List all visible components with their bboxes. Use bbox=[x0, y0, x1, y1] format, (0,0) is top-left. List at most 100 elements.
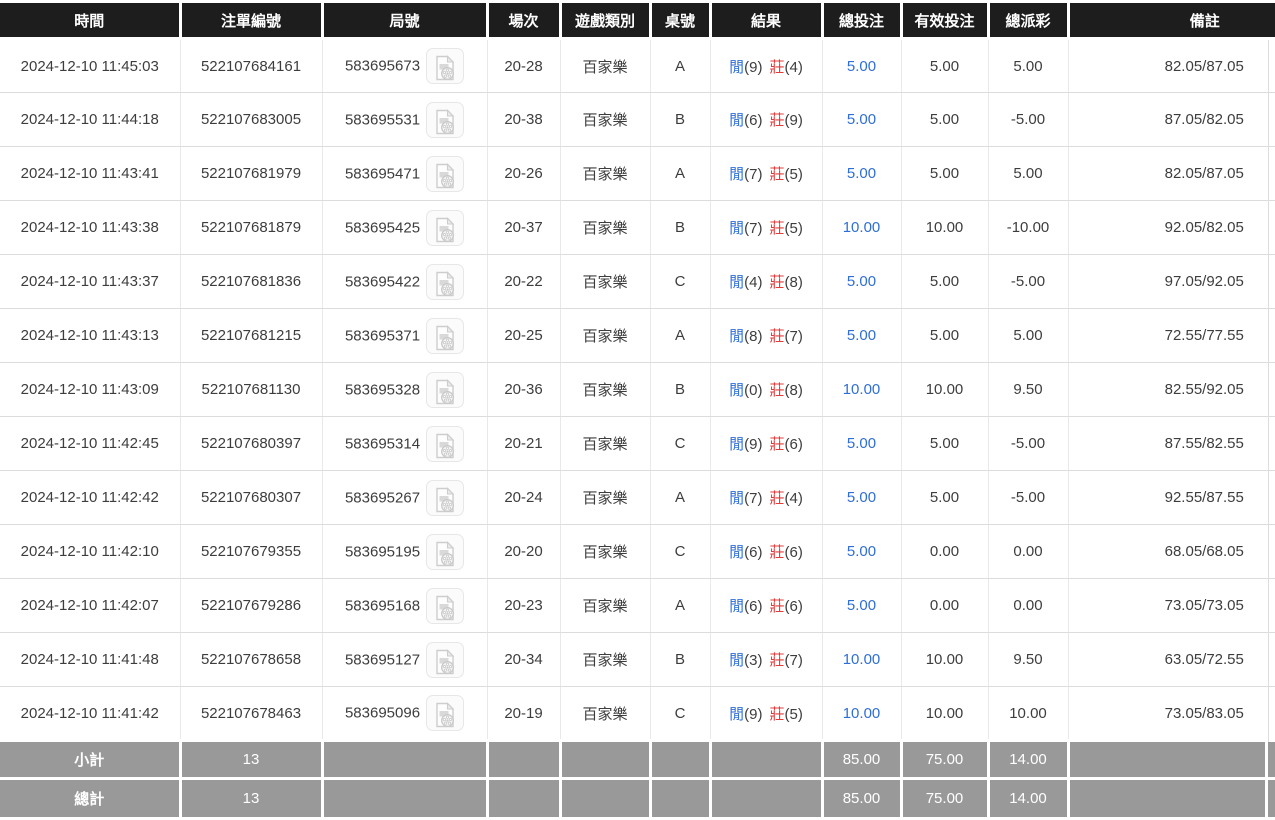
cell-table-no: C bbox=[650, 686, 711, 741]
total-bet-link[interactable]: 5.00 bbox=[846, 273, 877, 290]
replay-video-button[interactable] bbox=[426, 641, 465, 678]
round-number: 583695127 bbox=[344, 651, 421, 668]
round-number: 583695471 bbox=[344, 165, 421, 182]
cell-time: 2024-12-10 11:41:42 bbox=[0, 686, 181, 741]
total-bet-link[interactable]: 5.00 bbox=[846, 597, 877, 614]
total-bet-link[interactable]: 10.00 bbox=[842, 219, 881, 236]
result-player-label: 閒 bbox=[729, 598, 745, 615]
cell-round: 583695127 bbox=[322, 632, 488, 687]
total-bet-link[interactable]: 5.00 bbox=[846, 111, 877, 128]
replay-video-button[interactable] bbox=[426, 425, 465, 462]
column-header-remark: 備註 bbox=[1068, 0, 1275, 40]
bet-record-row: 2024-12-10 11:43:13 522107681215 583695371… bbox=[0, 308, 1275, 363]
cell-round: 583695328 bbox=[322, 362, 488, 417]
column-header-result: 結果 bbox=[710, 0, 824, 40]
result-player-value: (9) bbox=[744, 436, 763, 453]
total-bet-link[interactable]: 10.00 bbox=[842, 651, 881, 668]
column-header-round: 局號 bbox=[322, 0, 489, 40]
replay-video-button[interactable] bbox=[426, 533, 465, 570]
round-number: 583695531 bbox=[344, 111, 421, 128]
cell-session: 20-22 bbox=[487, 254, 561, 309]
cell-table-no: C bbox=[650, 524, 711, 579]
replay-video-button[interactable] bbox=[426, 587, 465, 624]
result-player-value: (6) bbox=[744, 112, 763, 129]
cell-payout: -10.00 bbox=[988, 200, 1069, 255]
subtotal-row: 小計 13 85.00 75.00 14.00 bbox=[0, 739, 1275, 779]
cell-game-type: 百家樂 bbox=[560, 686, 651, 741]
replay-video-button[interactable] bbox=[426, 317, 465, 354]
cell-remark: 82.05/87.05 bbox=[1068, 38, 1275, 93]
total-bet-link[interactable]: 5.00 bbox=[846, 543, 877, 560]
cell-table-no: B bbox=[650, 200, 711, 255]
replay-video-button[interactable] bbox=[426, 263, 465, 300]
result-banker-value: (6) bbox=[784, 598, 803, 615]
total-bet-link[interactable]: 5.00 bbox=[846, 489, 877, 506]
result-player-value: (3) bbox=[744, 652, 763, 669]
cell-time: 2024-12-10 11:43:38 bbox=[0, 200, 181, 255]
total-bet-link[interactable]: 10.00 bbox=[842, 381, 881, 398]
cell-total-bet: 5.00 bbox=[822, 38, 902, 93]
replay-video-button[interactable] bbox=[426, 209, 465, 246]
cell-valid-bet: 5.00 bbox=[901, 470, 989, 525]
cell-result: 閒(3) 莊(7) bbox=[710, 632, 823, 687]
cell-bet-id: 522107681979 bbox=[180, 146, 323, 201]
cell-result: 閒(4) 莊(8) bbox=[710, 254, 823, 309]
cell-payout: 5.00 bbox=[988, 308, 1069, 363]
video-file-icon bbox=[436, 432, 455, 458]
column-header-payout: 總派彩 bbox=[988, 0, 1070, 40]
cell-total-bet: 5.00 bbox=[822, 416, 902, 471]
replay-video-button[interactable] bbox=[426, 155, 465, 192]
result-player-label: 閒 bbox=[729, 328, 745, 345]
result-banker-value: (6) bbox=[784, 544, 803, 561]
cell-total-bet: 5.00 bbox=[822, 146, 902, 201]
bet-record-row: 2024-12-10 11:42:07 522107679286 583695168… bbox=[0, 578, 1275, 633]
footer-payout: 14.00 bbox=[988, 777, 1070, 817]
total-bet-link[interactable]: 5.00 bbox=[846, 57, 877, 75]
cell-remark: 92.05/82.05 bbox=[1068, 200, 1275, 255]
round-number: 583695168 bbox=[344, 597, 421, 614]
replay-video-button[interactable] bbox=[426, 101, 465, 138]
result-banker-label: 莊 bbox=[769, 220, 785, 237]
cell-bet-id: 522107681879 bbox=[180, 200, 323, 255]
cell-remark: 82.55/92.05 bbox=[1068, 362, 1275, 417]
total-bet-link[interactable]: 10.00 bbox=[842, 704, 881, 722]
cell-result: 閒(7) 莊(4) bbox=[710, 470, 823, 525]
cell-remark: 72.55/77.55 bbox=[1068, 308, 1275, 363]
total-bet-link[interactable]: 5.00 bbox=[846, 435, 877, 452]
cell-time: 2024-12-10 11:43:41 bbox=[0, 146, 181, 201]
cell-table-no: A bbox=[650, 308, 711, 363]
replay-video-button[interactable] bbox=[426, 371, 465, 408]
cell-payout: 5.00 bbox=[988, 38, 1069, 93]
result-banker-value: (5) bbox=[784, 220, 803, 237]
cell-table-no: B bbox=[650, 632, 711, 687]
cell-valid-bet: 5.00 bbox=[901, 146, 989, 201]
cell-remark: 63.05/72.55 bbox=[1068, 632, 1275, 687]
total-bet-link[interactable]: 5.00 bbox=[846, 165, 877, 182]
cell-total-bet: 5.00 bbox=[822, 308, 902, 363]
total-row: 總計 13 85.00 75.00 14.00 bbox=[0, 777, 1275, 817]
total-bet-link[interactable]: 5.00 bbox=[846, 327, 877, 344]
cell-payout: -5.00 bbox=[988, 254, 1069, 309]
footer-empty-session bbox=[487, 739, 562, 779]
cell-valid-bet: 10.00 bbox=[901, 362, 989, 417]
bet-record-row: 2024-12-10 11:43:09 522107681130 583695328… bbox=[0, 362, 1275, 417]
replay-video-button[interactable] bbox=[426, 479, 465, 516]
cell-valid-bet: 0.00 bbox=[901, 524, 989, 579]
footer-empty-result bbox=[710, 777, 824, 817]
result-player-label: 閒 bbox=[729, 112, 745, 129]
result-banker-value: (8) bbox=[784, 382, 803, 399]
cell-session: 20-38 bbox=[487, 92, 561, 147]
result-banker-value: (7) bbox=[784, 328, 803, 345]
cell-session: 20-36 bbox=[487, 362, 561, 417]
cell-round: 583695673 bbox=[322, 38, 488, 93]
cell-result: 閒(6) 莊(6) bbox=[710, 524, 823, 579]
video-file-icon bbox=[436, 486, 455, 512]
replay-video-button[interactable] bbox=[426, 48, 465, 84]
round-number: 583695195 bbox=[344, 543, 421, 560]
cell-game-type: 百家樂 bbox=[560, 308, 651, 363]
replay-video-button[interactable] bbox=[426, 695, 465, 731]
bet-record-row: 2024-12-10 11:41:42 522107678463 583695096… bbox=[0, 686, 1275, 741]
round-number: 583695673 bbox=[344, 57, 421, 75]
cell-result: 閒(9) 莊(6) bbox=[710, 416, 823, 471]
